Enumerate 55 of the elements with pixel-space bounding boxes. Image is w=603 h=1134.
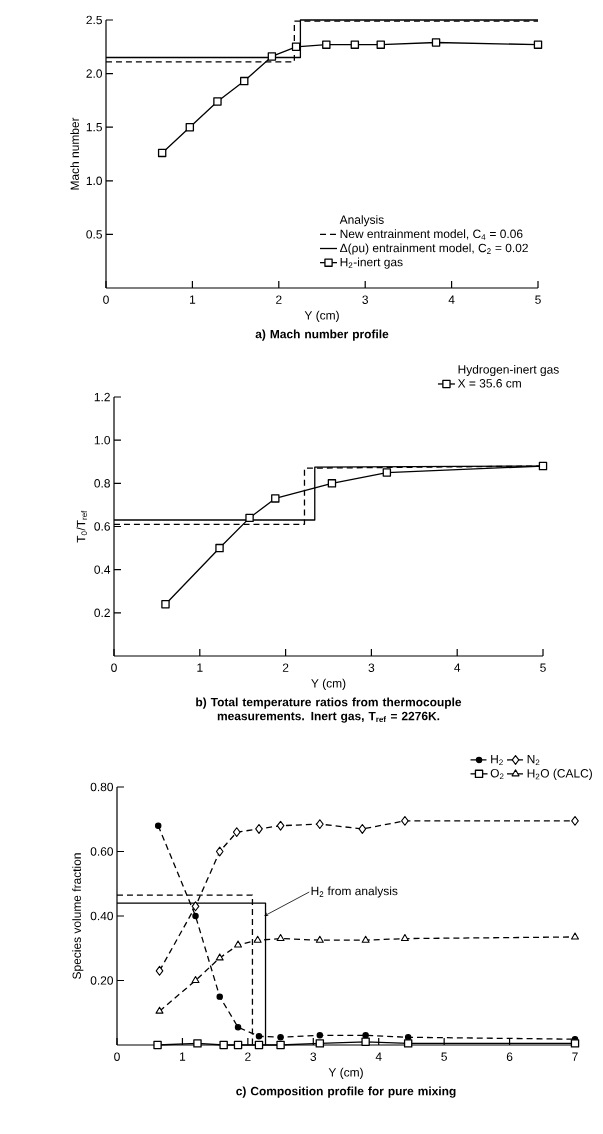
x-tick-label: 4 xyxy=(454,663,461,672)
x-tick-label: 7 xyxy=(572,1052,578,1061)
x-tick-label: 6 xyxy=(506,1052,513,1061)
annotation: H$_{2}$ from analysis xyxy=(311,886,398,898)
legend-label: Δ(ρu) entrainment model, C$_{2}$ = 0.02 xyxy=(340,243,528,255)
y-tick-label: 0.2 xyxy=(94,608,110,618)
y-axis-title: T$_{0}$/T$_{ref}$ xyxy=(76,510,88,543)
x-axis-title: Y (cm) xyxy=(304,310,339,322)
x-tick-label: 4 xyxy=(448,295,455,304)
y-tick-label: 2.0 xyxy=(86,69,103,78)
y-tick-label: 0.60 xyxy=(90,847,114,856)
y-tick-label: 0.80 xyxy=(90,782,114,792)
x-axis-title: Y (cm) xyxy=(328,1067,363,1079)
legend-title: Hydrogen-inert gas xyxy=(458,364,559,377)
x-tick-label: 5 xyxy=(535,295,541,304)
legend-label: H$_{2}$ xyxy=(491,755,503,766)
y-tick-label: 0.5 xyxy=(86,230,102,239)
y-tick-label: 1.5 xyxy=(86,123,102,132)
y-tick-label: 0.20 xyxy=(90,976,114,985)
text: c) Composition profile for pure mixing xyxy=(236,1086,456,1098)
legend-title: Analysis xyxy=(339,215,384,227)
y-tick-label: 1.0 xyxy=(94,435,111,445)
legend-label: O$_{2}$ xyxy=(490,768,504,780)
x-tick-label: 0 xyxy=(111,663,117,672)
x-tick-label: 5 xyxy=(540,663,546,672)
legend-label: H$_{2}$O (CALC) xyxy=(527,768,592,780)
y-tick-label: 0.8 xyxy=(94,479,110,488)
x-tick-label: 3 xyxy=(310,1052,317,1061)
x-axis-title: Y (cm) xyxy=(311,678,346,690)
x-tick-label: 4 xyxy=(375,1052,382,1061)
y-axis-title: Species volume fraction xyxy=(72,853,84,979)
x-tick-label: 1 xyxy=(197,663,203,672)
x-tick-label: 2 xyxy=(245,1052,251,1061)
x-tick-label: 5 xyxy=(441,1052,447,1061)
x-tick-label: 0 xyxy=(103,295,109,304)
text: b) Total temperature ratios from thermocouple measurements. Inert gas, T$_{ref}$ = 2276K. xyxy=(196,697,462,723)
legend-label: X = 35.6 cm xyxy=(457,379,521,388)
y-tick-label: 0.6 xyxy=(94,522,110,531)
text: a) Mach number profile xyxy=(255,329,389,341)
y-tick-label: 0.40 xyxy=(90,911,114,921)
y-tick-label: 1.2 xyxy=(94,392,110,402)
x-tick-label: 1 xyxy=(189,295,196,304)
legend-label: H$_{2}$-inert gas xyxy=(340,257,403,269)
x-tick-label: 3 xyxy=(368,663,375,672)
y-tick-label: 1.0 xyxy=(86,176,103,186)
y-tick-label: 2.5 xyxy=(86,15,102,25)
x-tick-label: 2 xyxy=(276,295,282,304)
x-tick-label: 3 xyxy=(362,295,368,304)
x-tick-label: 0 xyxy=(114,1052,120,1061)
x-tick-label: 1 xyxy=(180,1052,186,1061)
y-axis-title: Mach number xyxy=(70,117,80,190)
y-tick-label: 0.4 xyxy=(94,565,111,574)
legend-label: N$_{2}$ xyxy=(527,755,540,766)
x-tick-label: 2 xyxy=(282,663,289,672)
legend-label: New entrainment model, C$_{4}$ = 0.06 xyxy=(340,229,523,240)
